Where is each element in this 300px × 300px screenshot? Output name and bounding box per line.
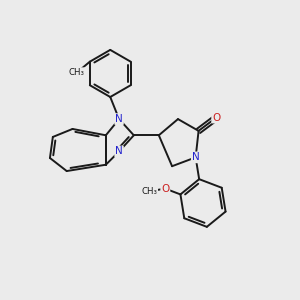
- Text: N: N: [192, 152, 200, 162]
- Text: O: O: [212, 112, 220, 123]
- Text: CH₃: CH₃: [69, 68, 85, 77]
- Text: N: N: [115, 146, 123, 157]
- Text: CH₃: CH₃: [141, 187, 157, 196]
- Text: O: O: [161, 184, 170, 194]
- Text: N: N: [115, 114, 123, 124]
